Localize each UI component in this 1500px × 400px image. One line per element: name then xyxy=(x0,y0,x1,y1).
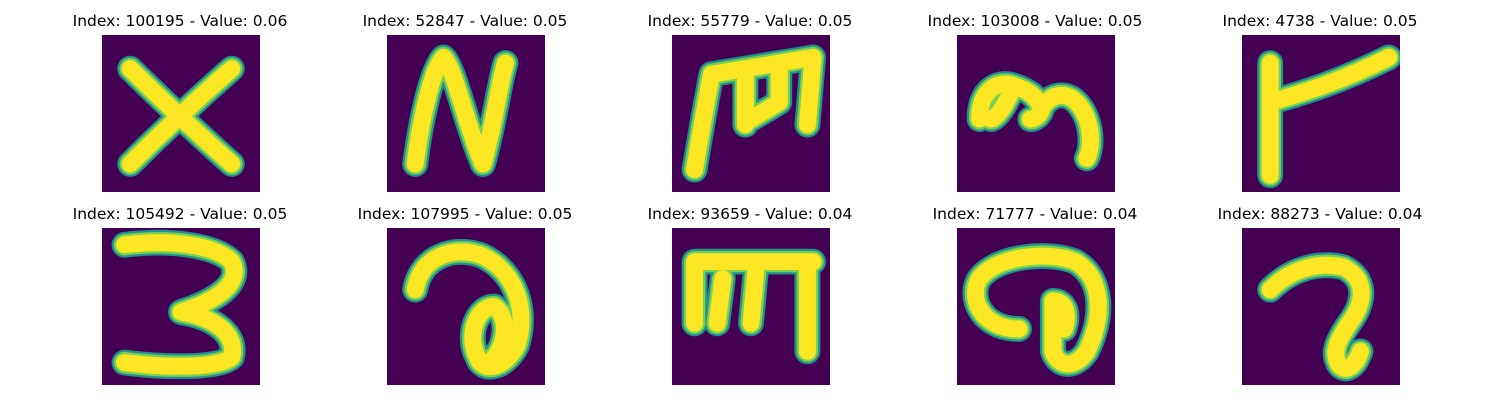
character-image xyxy=(957,228,1115,385)
panel-title: Index: 52847 - Value: 0.05 xyxy=(362,12,568,30)
image-panel: Index: 71777 - Value: 0.04 xyxy=(885,193,1185,385)
character-image xyxy=(1242,228,1400,385)
character-image xyxy=(672,35,830,192)
image-panel: Index: 103008 - Value: 0.05 xyxy=(885,0,1185,192)
character-stroke xyxy=(686,253,822,360)
character-image xyxy=(1242,35,1400,192)
panel-title: Index: 103008 - Value: 0.05 xyxy=(927,12,1143,30)
character-image xyxy=(957,35,1115,192)
image-panel: Index: 105492 - Value: 0.05 xyxy=(30,193,330,385)
panel-title: Index: 107995 - Value: 0.05 xyxy=(357,205,573,223)
character-stroke xyxy=(971,75,1099,167)
character-stroke xyxy=(686,49,822,178)
character-image xyxy=(102,35,260,192)
character-stroke xyxy=(116,234,243,375)
image-panel: Index: 107995 - Value: 0.05 xyxy=(315,193,615,385)
character-stroke xyxy=(967,247,1107,373)
panel-title: Index: 71777 - Value: 0.04 xyxy=(932,205,1138,223)
panel-title: Index: 55779 - Value: 0.05 xyxy=(647,12,853,30)
image-panel: Index: 88273 - Value: 0.04 xyxy=(1170,193,1470,385)
character-image xyxy=(102,228,260,385)
character-stroke xyxy=(121,60,241,173)
image-panel: Index: 55779 - Value: 0.05 xyxy=(600,0,900,192)
panel-title: Index: 100195 - Value: 0.06 xyxy=(72,12,288,30)
character-stroke xyxy=(1261,49,1398,184)
panel-title: Index: 93659 - Value: 0.04 xyxy=(647,205,853,223)
character-image xyxy=(387,228,545,385)
character-stroke xyxy=(406,49,514,173)
character-stroke xyxy=(1261,256,1370,377)
image-panel: Index: 93659 - Value: 0.04 xyxy=(600,193,900,385)
image-panel: Index: 52847 - Value: 0.05 xyxy=(315,0,615,192)
character-image xyxy=(387,35,545,192)
character-image xyxy=(672,228,830,385)
panel-title: Index: 88273 - Value: 0.04 xyxy=(1217,205,1423,223)
image-panel: Index: 4738 - Value: 0.05 xyxy=(1170,0,1470,192)
image-panel: Index: 100195 - Value: 0.06 xyxy=(30,0,330,192)
character-stroke xyxy=(406,243,530,376)
panel-title: Index: 105492 - Value: 0.05 xyxy=(72,205,288,223)
panel-title: Index: 4738 - Value: 0.05 xyxy=(1222,12,1418,30)
